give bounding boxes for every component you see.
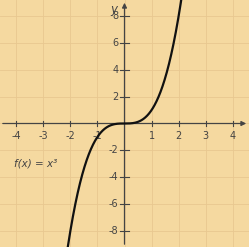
- Text: 4: 4: [112, 65, 119, 75]
- Text: -6: -6: [109, 199, 119, 209]
- Text: 4: 4: [230, 131, 236, 141]
- Text: -4: -4: [109, 172, 119, 182]
- Text: 6: 6: [112, 38, 119, 48]
- Text: -4: -4: [11, 131, 21, 141]
- Text: y: y: [110, 3, 117, 16]
- Text: -8: -8: [109, 226, 119, 236]
- Text: -3: -3: [39, 131, 48, 141]
- Text: 2: 2: [112, 92, 119, 102]
- Text: 1: 1: [148, 131, 155, 141]
- Text: 8: 8: [112, 11, 119, 21]
- Text: f(x) = x³: f(x) = x³: [13, 159, 57, 168]
- Text: -2: -2: [109, 145, 119, 155]
- Text: -2: -2: [65, 131, 75, 141]
- Text: 3: 3: [203, 131, 209, 141]
- Text: -1: -1: [93, 131, 102, 141]
- Text: 2: 2: [176, 131, 182, 141]
